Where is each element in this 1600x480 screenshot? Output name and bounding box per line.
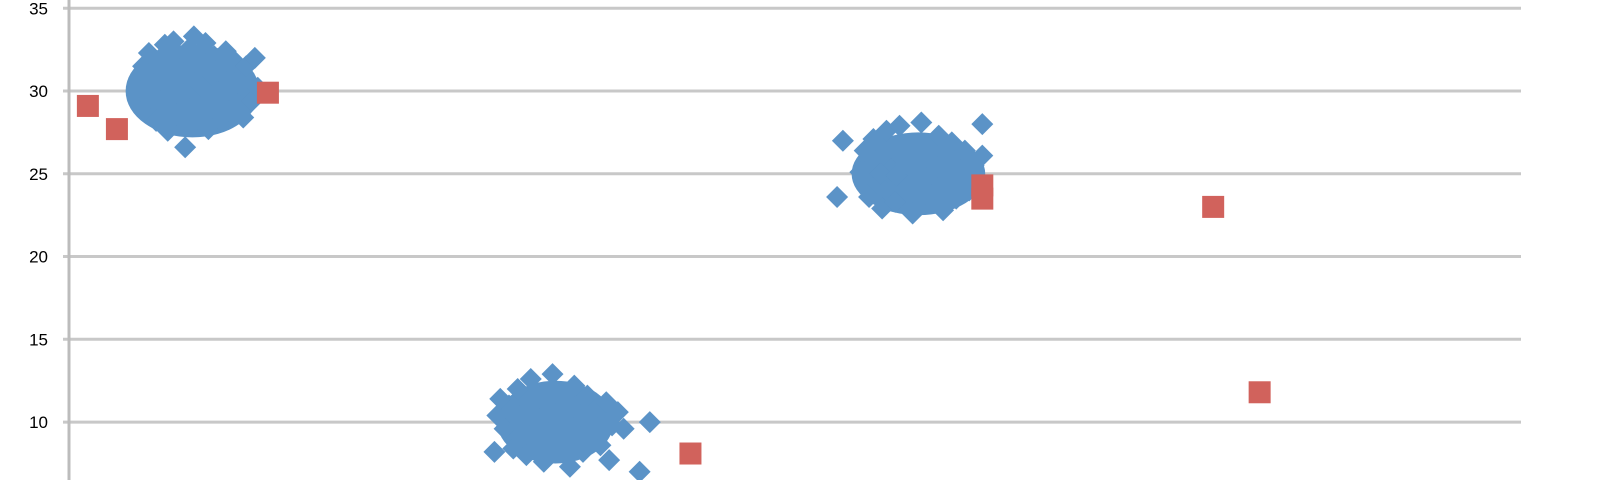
point-diamond [528,386,551,409]
point-square [679,442,702,465]
point-diamond [971,144,994,167]
point-diamond [606,401,629,424]
point-diamond [894,152,917,175]
point-diamond [569,404,592,427]
point-diamond [544,381,567,404]
point-diamond [519,368,542,391]
point-diamond [178,98,201,121]
point-diamond [201,96,224,119]
y-tick-label: 15 [29,330,48,349]
y-tick-label: 10 [29,413,48,432]
point-diamond [483,440,506,463]
point-diamond [888,114,911,137]
point-diamond [486,404,509,427]
y-tick-label: 35 [29,0,48,18]
point-diamond [534,421,557,443]
point-square [105,118,128,141]
point-diamond [489,387,512,410]
point-diamond [190,75,213,98]
point-diamond [243,46,266,69]
point-diamond [586,417,609,440]
point-diamond [506,377,529,400]
point-diamond [172,61,195,84]
point-diamond [971,113,994,136]
point-diamond [910,111,933,134]
point-square [1248,381,1271,404]
point-diamond [901,202,924,225]
point-diamond [158,56,181,79]
point-diamond [219,78,242,101]
point-diamond [515,444,538,467]
point-diamond [541,363,564,386]
point-diamond [598,449,621,472]
y-tick-label: 30 [29,82,48,101]
data-points [76,25,1271,480]
point-square [971,174,994,197]
point-diamond [612,417,635,440]
point-square [256,81,279,104]
point-diamond [166,78,189,101]
point-diamond [849,161,872,184]
point-diamond [869,162,892,185]
point-diamond [197,118,220,141]
point-diamond [145,109,168,132]
point-diamond [174,136,197,159]
point-diamond [558,455,581,478]
point-diamond [952,169,975,192]
point-diamond [532,450,555,473]
point-diamond [508,414,531,437]
point-diamond [551,406,574,429]
point-diamond [884,190,907,213]
point-diamond [235,55,258,78]
point-diamond [589,434,612,457]
point-diamond [204,60,227,83]
point-diamond [926,156,949,179]
point-diamond [638,411,661,434]
point-diamond [826,185,849,208]
point-square [76,94,99,117]
point-diamond [563,374,586,397]
y-tick-labels: 10 15 20 25 30 35 [29,0,48,432]
point-diamond [156,119,179,142]
gridlines [63,6,1521,424]
point-diamond [932,199,955,222]
point-diamond [232,106,255,129]
point-diamond [911,176,934,199]
point-square [1202,195,1225,218]
point-diamond [953,139,976,162]
y-tick-label: 25 [29,165,48,184]
y-tick-label: 20 [29,248,48,267]
point-diamond [572,440,595,463]
point-diamond [628,460,651,480]
point-diamond [139,86,162,109]
point-diamond [831,129,854,152]
point-diamond [162,30,185,53]
